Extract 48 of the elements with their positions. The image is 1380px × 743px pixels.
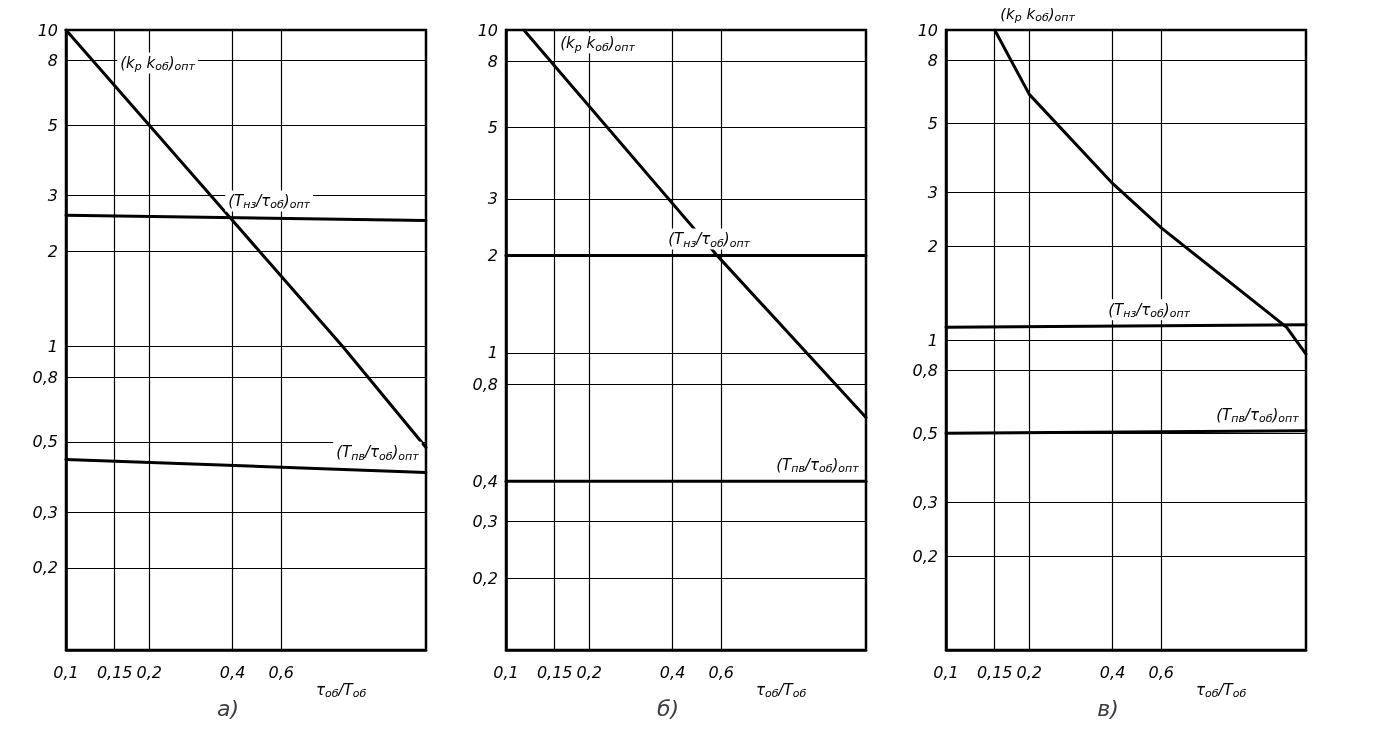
x-tick-label: 0,6 <box>268 662 295 682</box>
y-tick-label: 10 <box>37 20 58 40</box>
x-tick-label: 0,2 <box>1016 662 1043 682</box>
y-tick-label: 0,2 <box>32 558 58 578</box>
y-tick-label: 2 <box>927 237 938 257</box>
y-tick-label: 5 <box>47 115 58 135</box>
x-tick-label: 0,15 <box>96 662 133 682</box>
x-tick-label: 0,2 <box>136 662 163 682</box>
y-tick-label: 1 <box>47 337 58 357</box>
y-tick-label: 0,8 <box>472 374 498 394</box>
y-tick-label: 0,5 <box>32 432 58 452</box>
x-tick-label: 0,6 <box>708 662 735 682</box>
x-tick-label: 0,1 <box>53 662 79 682</box>
x-tick-label: 0,4 <box>659 662 686 682</box>
y-tick-label: 3 <box>927 182 938 202</box>
x-tick-label: 0,1 <box>493 662 519 682</box>
y-tick-label: 2 <box>47 241 58 261</box>
y-tick-label: 0,2 <box>912 547 938 567</box>
x-tick-label: 0,2 <box>576 662 603 682</box>
x-tick-label: 0,6 <box>1148 662 1175 682</box>
y-tick-label: 5 <box>927 113 938 133</box>
y-tick-label: 3 <box>47 186 58 206</box>
y-tick-label: 0,3 <box>32 502 58 522</box>
y-tick-label: 8 <box>487 51 498 71</box>
x-tick-label: 0,15 <box>536 662 573 682</box>
y-tick-label: 0,2 <box>472 568 498 588</box>
y-tick-label: 10 <box>917 20 938 40</box>
y-tick-label: 5 <box>487 117 498 137</box>
text: в) <box>1097 695 1119 721</box>
y-tick-label: 2 <box>487 246 498 266</box>
text: б) <box>656 695 680 721</box>
y-tick-label: 0,3 <box>472 512 498 532</box>
x-tick-label: 0,1 <box>933 662 959 682</box>
y-tick-label: 0,3 <box>912 492 938 512</box>
y-tick-label: 0,8 <box>912 360 938 380</box>
y-tick-label: 8 <box>47 51 58 71</box>
y-tick-label: 1 <box>927 330 938 350</box>
y-tick-label: 0,8 <box>32 367 58 387</box>
y-tick-label: 10 <box>477 20 498 40</box>
y-tick-label: 1 <box>487 343 498 363</box>
x-tick-label: 0,15 <box>976 662 1013 682</box>
x-tick-label: 0,4 <box>1099 662 1126 682</box>
y-tick-label: 0,4 <box>472 471 498 491</box>
y-tick-label: 8 <box>927 50 938 70</box>
y-tick-label: 0,5 <box>912 423 938 443</box>
x-tick-label: 0,4 <box>219 662 246 682</box>
y-tick-label: 3 <box>487 189 498 209</box>
text: а) <box>216 695 240 721</box>
